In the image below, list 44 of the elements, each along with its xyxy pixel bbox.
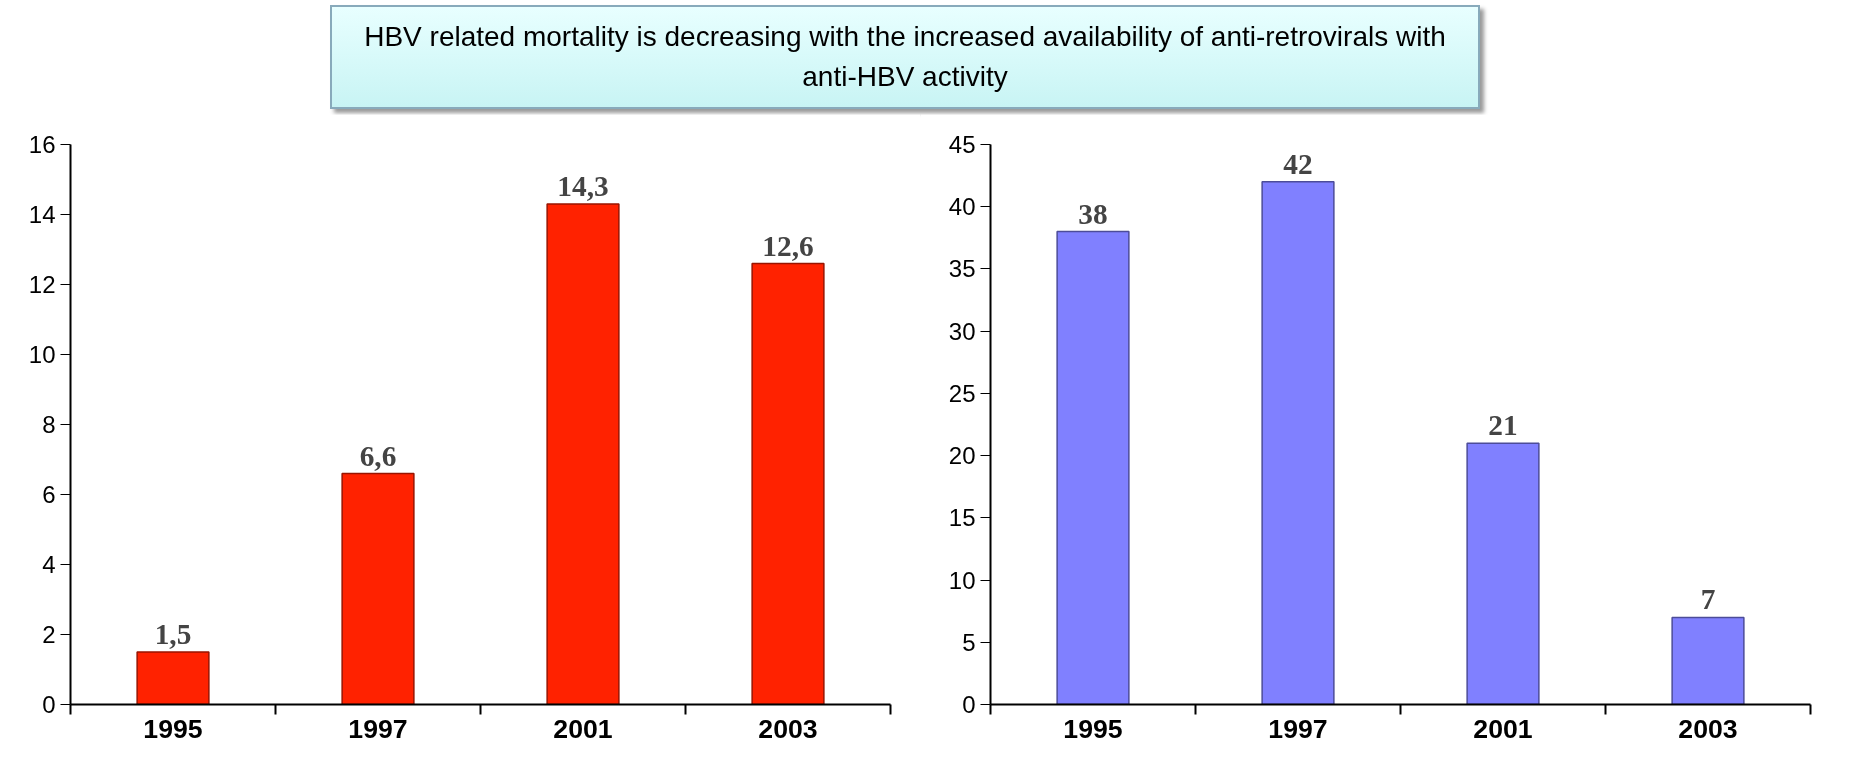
y-tick-label: 0 xyxy=(42,691,56,718)
y-tick-label: 0 xyxy=(962,691,976,718)
bar xyxy=(1056,230,1130,705)
data-label: 14,3 xyxy=(557,170,609,202)
bar xyxy=(1671,616,1745,705)
y-tick-label: 12 xyxy=(28,271,56,298)
bar xyxy=(751,262,825,705)
y-tick-label: 10 xyxy=(28,341,56,368)
x-tick-label: 2003 xyxy=(1678,713,1738,744)
data-label: 6,6 xyxy=(359,439,397,472)
bar xyxy=(341,472,415,705)
data-label: 12,6 xyxy=(762,229,814,262)
x-tick-label: 1995 xyxy=(143,713,203,744)
x-tick-label: 1997 xyxy=(348,713,408,744)
data-label: 7 xyxy=(1700,583,1716,616)
y-tick-label: 8 xyxy=(42,411,56,438)
x-tick-label: 1997 xyxy=(1268,713,1328,744)
x-tick-label: 2001 xyxy=(1473,713,1533,744)
y-tick-label: 16 xyxy=(28,131,56,158)
data-label: 38 xyxy=(1078,197,1108,230)
data-label: 1,5 xyxy=(154,618,192,650)
y-tick-label: 35 xyxy=(948,255,976,283)
y-tick-label: 45 xyxy=(948,131,976,158)
y-tick-label: 40 xyxy=(948,193,976,221)
y-tick-label: 5 xyxy=(962,628,976,656)
y-tick-label: 4 xyxy=(42,551,56,578)
x-tick-label: 1995 xyxy=(1063,713,1123,744)
y-tick-label: 25 xyxy=(948,379,976,407)
x-tick-label: 2003 xyxy=(758,713,818,744)
data-label: 42 xyxy=(1283,147,1313,180)
y-tick-label: 30 xyxy=(948,317,976,345)
data-label: 21 xyxy=(1488,409,1518,442)
y-tick-label: 6 xyxy=(42,481,56,508)
text: HBV related mortality is decreasing with the increased availability of anti-retrovirals with anti-HBV activity xyxy=(363,20,1447,94)
x-tick-label: 2001 xyxy=(553,713,613,744)
bar xyxy=(136,651,210,705)
bar xyxy=(1261,181,1335,705)
y-tick-label: 2 xyxy=(42,621,56,648)
y-tick-label: 10 xyxy=(948,566,976,594)
y-tick-label: 20 xyxy=(948,442,976,470)
bar xyxy=(546,203,620,705)
bar xyxy=(1466,442,1540,705)
y-tick-label: 14 xyxy=(28,201,56,228)
y-tick-label: 15 xyxy=(948,504,976,532)
